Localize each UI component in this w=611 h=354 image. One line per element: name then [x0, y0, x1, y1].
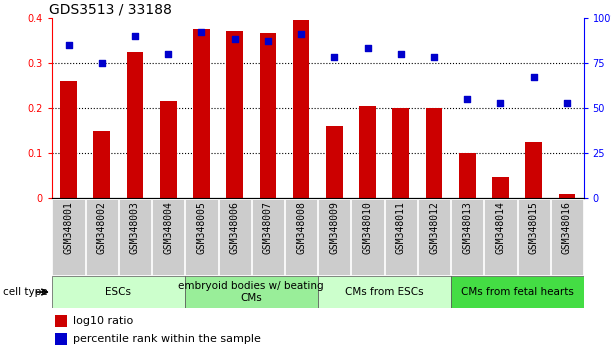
FancyBboxPatch shape [119, 199, 151, 275]
Bar [60, 81, 77, 198]
Text: GSM348003: GSM348003 [130, 201, 140, 254]
Text: GSM348001: GSM348001 [64, 201, 73, 254]
Text: GSM348014: GSM348014 [496, 201, 505, 254]
Bar [492, 177, 509, 198]
Point [296, 31, 306, 37]
FancyBboxPatch shape [185, 199, 218, 275]
Bar [226, 31, 243, 198]
Point [230, 36, 240, 42]
Bar [260, 34, 276, 198]
Text: GDS3513 / 33188: GDS3513 / 33188 [49, 2, 172, 17]
Point [263, 38, 273, 44]
Point [97, 60, 107, 66]
FancyBboxPatch shape [518, 199, 550, 275]
Bar [55, 315, 67, 327]
Point [163, 51, 173, 57]
Text: GSM348010: GSM348010 [362, 201, 373, 254]
Text: ESCs: ESCs [105, 287, 131, 297]
Text: GSM348002: GSM348002 [97, 201, 107, 254]
FancyBboxPatch shape [418, 199, 450, 275]
Bar [459, 153, 475, 198]
Point [396, 51, 406, 57]
Bar [93, 131, 110, 198]
Text: GSM348011: GSM348011 [396, 201, 406, 254]
Point [363, 46, 373, 51]
Text: GSM348005: GSM348005 [197, 201, 207, 254]
Bar [359, 106, 376, 198]
FancyBboxPatch shape [152, 199, 185, 275]
Bar [160, 101, 177, 198]
Point [496, 100, 505, 105]
Point [463, 96, 472, 102]
FancyBboxPatch shape [318, 199, 351, 275]
Point [529, 74, 538, 80]
FancyBboxPatch shape [318, 276, 450, 308]
Text: log10 ratio: log10 ratio [73, 316, 134, 326]
Point [197, 29, 207, 35]
Point [562, 100, 572, 105]
Text: GSM348012: GSM348012 [429, 201, 439, 254]
FancyBboxPatch shape [351, 199, 384, 275]
FancyBboxPatch shape [551, 199, 583, 275]
Bar [426, 108, 442, 198]
Text: GSM348016: GSM348016 [562, 201, 572, 254]
Text: CMs from fetal hearts: CMs from fetal hearts [461, 287, 574, 297]
Bar [392, 108, 409, 198]
FancyBboxPatch shape [285, 199, 317, 275]
Bar [293, 20, 309, 198]
FancyBboxPatch shape [185, 276, 318, 308]
FancyBboxPatch shape [485, 199, 516, 275]
Point [130, 33, 140, 39]
Point [329, 55, 339, 60]
Bar [126, 52, 144, 198]
Text: GSM348007: GSM348007 [263, 201, 273, 254]
FancyBboxPatch shape [86, 199, 118, 275]
Bar [558, 194, 575, 198]
Text: GSM348006: GSM348006 [230, 201, 240, 254]
Bar [525, 142, 542, 198]
FancyBboxPatch shape [451, 199, 483, 275]
Bar [326, 126, 343, 198]
FancyBboxPatch shape [52, 276, 185, 308]
Text: GSM348013: GSM348013 [463, 201, 472, 254]
Text: percentile rank within the sample: percentile rank within the sample [73, 334, 261, 344]
FancyBboxPatch shape [219, 199, 251, 275]
Text: GSM348004: GSM348004 [163, 201, 173, 254]
FancyBboxPatch shape [385, 199, 417, 275]
Text: GSM348015: GSM348015 [529, 201, 539, 254]
Text: GSM348009: GSM348009 [329, 201, 339, 254]
Bar [193, 29, 210, 198]
FancyBboxPatch shape [450, 276, 584, 308]
Bar [55, 333, 67, 345]
Point [64, 42, 73, 47]
Point [429, 55, 439, 60]
Text: CMs from ESCs: CMs from ESCs [345, 287, 423, 297]
FancyBboxPatch shape [53, 199, 85, 275]
Text: GSM348008: GSM348008 [296, 201, 306, 254]
FancyBboxPatch shape [252, 199, 284, 275]
Text: cell type: cell type [3, 287, 48, 297]
Text: embryoid bodies w/ beating
CMs: embryoid bodies w/ beating CMs [178, 281, 324, 303]
